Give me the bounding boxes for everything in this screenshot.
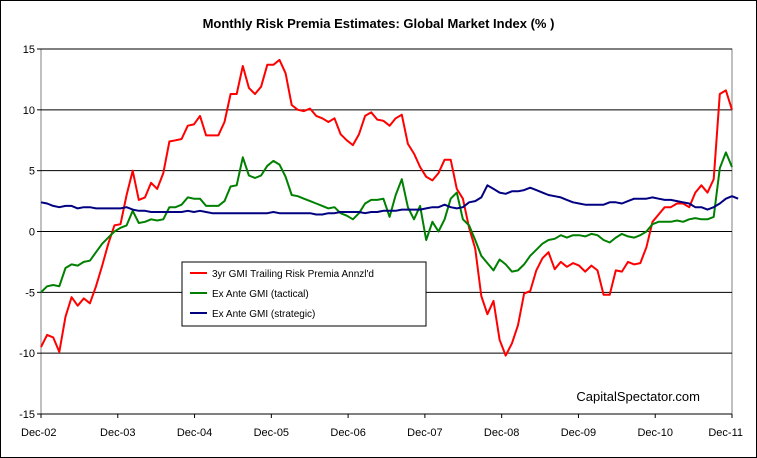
y-tick-label: 5 <box>29 166 35 178</box>
y-tick-label: 0 <box>29 227 35 239</box>
series-lines <box>40 58 739 357</box>
y-tick-label: -5 <box>25 287 35 299</box>
y-axis: 15 10 5 0 -5 -10 -15 <box>19 44 41 421</box>
legend-label: Ex Ante GMI (tactical) <box>212 289 309 300</box>
series-line-ex-ante-strategic <box>40 184 739 216</box>
chart-title: Monthly Risk Premia Estimates: Global Ma… <box>202 16 555 31</box>
x-tick-label: Dec-03 <box>100 427 135 439</box>
x-tick-label: Dec-04 <box>177 427 212 439</box>
x-tick-label: Dec-09 <box>561 427 596 439</box>
legend-label: 3yr GMI Trailing Risk Premia Annzl'd <box>212 269 374 280</box>
legend-box <box>181 261 427 327</box>
x-tick-label: Dec-07 <box>407 427 442 439</box>
y-tick-label: -15 <box>19 409 35 421</box>
x-tick-label: Dec-02 <box>21 427 56 439</box>
x-tick-label: Dec-10 <box>637 427 672 439</box>
x-tick-label: Dec-11 <box>708 427 743 439</box>
x-tick-label: Dec-05 <box>254 427 289 439</box>
legend: 3yr GMI Trailing Risk Premia Annzl'd Ex A… <box>181 261 427 327</box>
x-tick-label: Dec-08 <box>484 427 519 439</box>
legend-label: Ex Ante GMI (strategic) <box>212 309 315 320</box>
x-axis: Dec-02 Dec-03 Dec-04 Dec-05 Dec-06 Dec-07 Dec-… <box>21 414 743 439</box>
series-line-trailing-risk-premia <box>40 58 733 357</box>
y-tick-label: 10 <box>23 105 35 117</box>
watermark-text: CapitalSpectator.com <box>576 389 700 404</box>
x-tick-label: Dec-06 <box>330 427 365 439</box>
y-tick-label: -10 <box>19 348 35 360</box>
y-tick-label: 15 <box>23 44 35 56</box>
series-line-ex-ante-tactical <box>40 151 733 294</box>
